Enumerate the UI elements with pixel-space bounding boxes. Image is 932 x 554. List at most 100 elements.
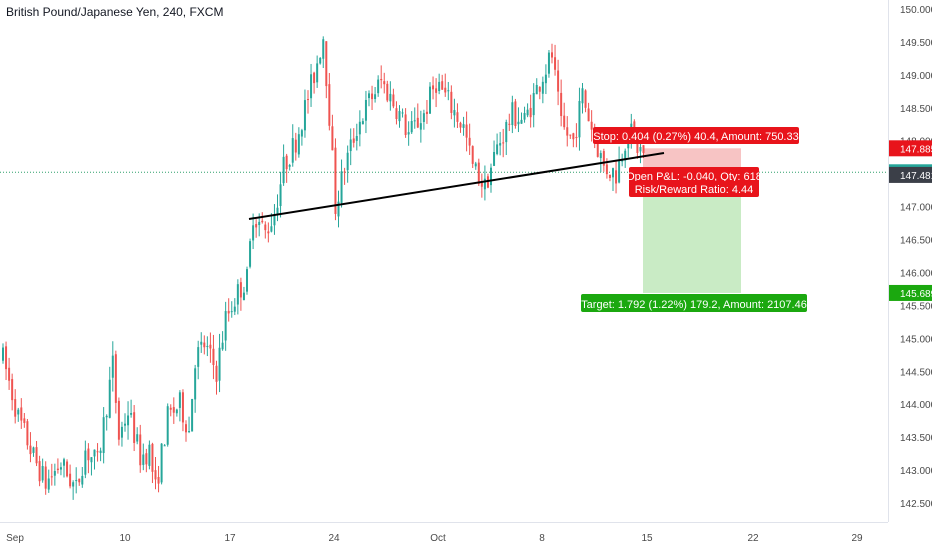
- y-tick-label: 146.500: [900, 236, 932, 247]
- candle: [14, 389, 17, 424]
- candle: [361, 118, 364, 125]
- candle-body: [477, 162, 480, 184]
- candle-body: [270, 226, 273, 232]
- candle-body: [602, 151, 605, 166]
- candle-body: [11, 379, 14, 401]
- candle-body: [267, 231, 270, 234]
- candle: [236, 279, 239, 315]
- candle: [554, 44, 557, 76]
- candle-body: [316, 63, 319, 83]
- x-tick-label: 17: [224, 533, 236, 544]
- candle: [215, 360, 218, 395]
- candle-body: [355, 135, 358, 141]
- candle-body: [541, 81, 544, 94]
- candle-body: [386, 83, 389, 101]
- y-tick-label: 150.000: [900, 5, 932, 16]
- candle-body: [416, 117, 419, 128]
- candle-body: [612, 168, 614, 178]
- candle-body: [261, 220, 264, 223]
- rr-ratio-label: Risk/Reward Ratio: 4.44: [629, 181, 759, 197]
- candle-body: [303, 100, 306, 131]
- candle: [416, 103, 419, 129]
- candle: [456, 103, 459, 128]
- candle: [11, 373, 14, 411]
- candle-body: [93, 449, 96, 457]
- candle-body: [145, 453, 148, 465]
- symbol-title: British Pound/Japanese Yen, 240, FXCM: [6, 5, 224, 19]
- candle-body: [102, 417, 105, 454]
- candle: [300, 128, 303, 146]
- candle: [407, 121, 410, 146]
- candle-body: [328, 84, 331, 126]
- candle: [508, 113, 511, 131]
- candle: [127, 401, 130, 440]
- candle-body: [197, 347, 200, 367]
- candle: [413, 107, 416, 129]
- candle: [389, 81, 392, 111]
- candle-body: [508, 123, 511, 125]
- candle-body: [425, 111, 428, 115]
- candle-body: [389, 93, 392, 102]
- candle: [194, 364, 197, 413]
- candle: [276, 194, 279, 222]
- candle: [520, 112, 523, 124]
- candle-body: [578, 100, 581, 138]
- candle-body: [29, 445, 32, 455]
- candle-body: [285, 155, 288, 170]
- candle-body: [279, 184, 282, 207]
- candle: [279, 171, 282, 218]
- candle: [490, 163, 492, 193]
- candle: [218, 333, 221, 393]
- y-tick-label: 149.000: [900, 71, 932, 82]
- candle-body: [496, 144, 499, 155]
- candle-body: [596, 140, 599, 157]
- candle: [242, 286, 245, 301]
- candle: [563, 102, 566, 130]
- candle: [599, 150, 602, 173]
- open-pnl-label-text: Open P&L: -0.040, Qty: 618: [626, 171, 762, 183]
- candle: [136, 427, 139, 445]
- candle-body: [35, 447, 38, 464]
- candle: [383, 72, 386, 94]
- candle-body: [294, 139, 297, 153]
- candle-body: [520, 119, 523, 124]
- candle-body: [218, 347, 221, 381]
- stop-label-bg: [593, 127, 799, 144]
- candle: [294, 132, 297, 161]
- candle-body: [563, 115, 566, 128]
- candle: [157, 465, 160, 493]
- candle: [453, 98, 456, 128]
- candle-body: [590, 121, 593, 130]
- candle-body: [297, 134, 300, 155]
- candle-body: [166, 406, 169, 445]
- stop-price-tag-text: 147.885: [900, 144, 932, 155]
- candle-body: [514, 101, 517, 126]
- candle: [615, 159, 618, 194]
- candle: [90, 457, 93, 476]
- candle: [474, 161, 477, 170]
- candle: [29, 432, 32, 463]
- candle: [352, 128, 355, 148]
- y-tick-label: 143.500: [900, 433, 932, 444]
- candle: [313, 71, 316, 94]
- stop-label: Stop: 0.404 (0.27%) 40.4, Amount: 750.33: [593, 127, 799, 144]
- candle: [334, 138, 337, 221]
- candle: [316, 55, 319, 88]
- candle: [130, 399, 133, 418]
- candle: [163, 444, 166, 447]
- candle: [151, 442, 154, 484]
- candle-body: [209, 344, 212, 349]
- candle-body: [346, 152, 349, 171]
- candle-body: [401, 112, 404, 114]
- stop-price-tag: 147.885: [889, 140, 932, 157]
- candle-body: [99, 450, 102, 453]
- candle: [63, 457, 65, 478]
- candle: [465, 111, 468, 152]
- candle-body: [447, 90, 450, 92]
- candle: [84, 440, 87, 479]
- candle-body: [313, 72, 316, 84]
- candle-body: [551, 52, 553, 58]
- stop-price-tag-bg: [889, 140, 932, 157]
- candle: [499, 131, 502, 156]
